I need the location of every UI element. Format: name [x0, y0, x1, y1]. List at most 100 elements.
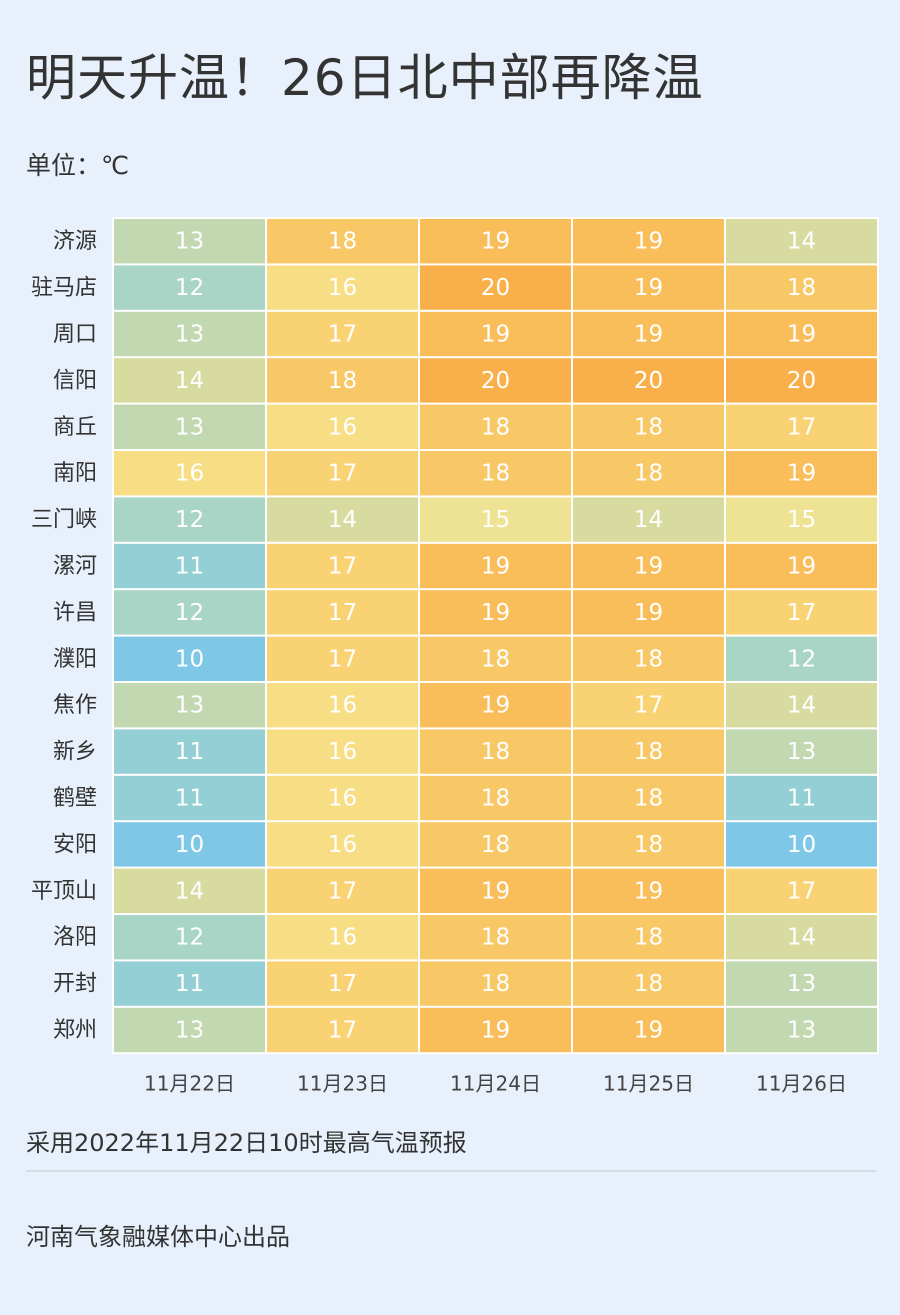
row-label: 信阳: [53, 368, 97, 393]
footer-divider: [26, 1170, 876, 1172]
heatmap-cell: [726, 729, 877, 774]
heatmap-cell: [726, 683, 877, 728]
heatmap-cell: [114, 451, 265, 496]
heatmap-cell: [114, 915, 265, 960]
heatmap-cell: [420, 729, 571, 774]
cell-value-label: 11: [175, 786, 204, 812]
cell-value-label: 19: [481, 693, 510, 719]
cell-value-label: 19: [634, 275, 663, 301]
cell-value-label: 20: [634, 368, 663, 394]
cell-value-label: 19: [634, 322, 663, 348]
cell-value-label: 17: [328, 600, 357, 626]
heatmap-cell: [573, 219, 724, 264]
heatmap-cell: [420, 265, 571, 310]
cell-value-label: 13: [175, 693, 204, 719]
cell-value-label: 18: [634, 786, 663, 812]
row-label: 商丘: [53, 415, 97, 440]
cell-value-label: 19: [481, 1018, 510, 1044]
heatmap-cell: [420, 311, 571, 357]
cell-value-label: 18: [481, 786, 510, 812]
heatmap-cell: [573, 590, 724, 635]
heatmap-cell: [114, 729, 265, 774]
cell-value-label: 16: [175, 461, 204, 487]
heatmap-cell: [420, 404, 571, 449]
heatmap-cell: [573, 961, 724, 1006]
column-label: 11月25日: [603, 1072, 694, 1096]
cell-value-label: 18: [481, 739, 510, 765]
heatmap-cell: [726, 822, 877, 867]
heatmap-cell: [267, 636, 418, 681]
row-label: 济源: [53, 229, 97, 254]
cell-value-label: 18: [481, 832, 510, 858]
row-label: 焦作: [53, 693, 97, 718]
heatmap-cell: [267, 265, 418, 310]
cell-value-label: 10: [175, 832, 204, 858]
heatmap-cell: [267, 729, 418, 774]
heatmap-cell: [726, 868, 877, 913]
heatmap-cell: [420, 358, 571, 403]
cell-value-label: 12: [787, 646, 816, 672]
heatmap-cell: [726, 358, 877, 403]
heatmap-cell: [114, 358, 265, 403]
heatmap-cell: [114, 636, 265, 681]
cell-value-label: 11: [175, 971, 204, 997]
cell-value-label: 18: [481, 925, 510, 951]
cell-value-label: 18: [634, 971, 663, 997]
heatmap-cell: [420, 868, 571, 913]
producer-credit: 河南气象融媒体中心出品: [26, 1223, 290, 1251]
row-label: 郑州: [53, 1018, 97, 1043]
cell-value-label: 13: [787, 739, 816, 765]
heatmap-cell: [726, 311, 877, 357]
cell-value-label: 16: [328, 739, 357, 765]
heatmap-cell: [114, 543, 265, 589]
cell-value-label: 19: [634, 600, 663, 626]
cell-value-label: 19: [634, 229, 663, 255]
cell-value-label: 11: [175, 739, 204, 765]
row-label: 漯河: [53, 554, 97, 579]
heatmap-cell: [114, 961, 265, 1006]
cell-value-label: 16: [328, 693, 357, 719]
heatmap-cell: [420, 219, 571, 264]
cell-value-label: 14: [175, 878, 204, 904]
heatmap-cell: [267, 961, 418, 1006]
heatmap-cell: [420, 543, 571, 589]
heatmap-cell: [726, 915, 877, 960]
heatmap-cell: [726, 497, 877, 542]
row-label: 驻马店: [31, 276, 97, 301]
cell-value-label: 11: [175, 554, 204, 580]
heatmap-cell: [573, 822, 724, 867]
cell-value-label: 18: [481, 461, 510, 487]
heatmap-cell: [420, 497, 571, 542]
cell-value-label: 20: [787, 368, 816, 394]
cell-value-label: 17: [328, 971, 357, 997]
cell-value-label: 19: [787, 461, 816, 487]
cell-value-label: 16: [328, 786, 357, 812]
heatmap-cell: [420, 636, 571, 681]
heatmap-cell: [573, 311, 724, 357]
cell-value-label: 19: [634, 878, 663, 904]
cell-value-label: 17: [328, 461, 357, 487]
cell-value-label: 11: [787, 786, 816, 812]
unit-label: 单位：℃: [26, 151, 130, 180]
cell-value-label: 12: [175, 275, 204, 301]
heatmap-cell: [114, 219, 265, 264]
heatmap-cell: [726, 404, 877, 449]
cell-value-label: 15: [481, 507, 510, 533]
heatmap-cell: [573, 636, 724, 681]
heatmap-cell: [420, 1007, 571, 1053]
temperature-heatmap: 济源 13 18 19 19 14 驻马店 12 16 20 19 18 周口 13 17 19 19 19 信阳 1…: [31, 217, 879, 1096]
heatmap-cell: [573, 775, 724, 821]
row-label: 新乡: [53, 740, 97, 765]
heatmap-cell: [114, 822, 265, 867]
row-label: 鹤壁: [53, 786, 97, 811]
heatmap-cell: [726, 543, 877, 589]
cell-value-label: 16: [328, 925, 357, 951]
heatmap-cell: [573, 404, 724, 449]
heatmap-cell: [420, 683, 571, 728]
heatmap-cell: [114, 265, 265, 310]
heatmap-cell: [573, 358, 724, 403]
row-label: 周口: [53, 322, 97, 347]
cell-value-label: 20: [481, 368, 510, 394]
cell-value-label: 17: [787, 414, 816, 440]
column-label: 11月22日: [144, 1072, 235, 1096]
